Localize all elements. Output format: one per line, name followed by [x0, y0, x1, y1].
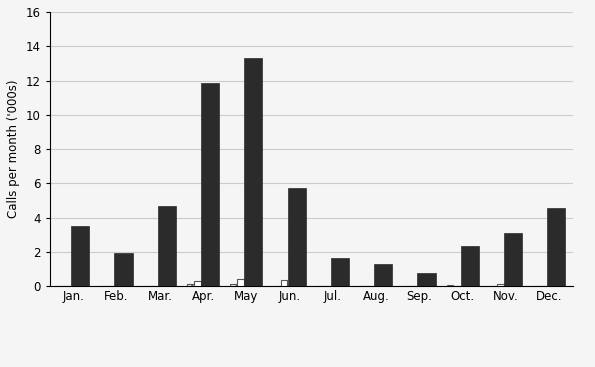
Bar	[331, 258, 349, 286]
Bar	[461, 246, 479, 286]
Bar	[194, 281, 201, 286]
Y-axis label: Calls per month ('000s): Calls per month ('000s)	[7, 80, 20, 218]
Bar	[245, 58, 262, 286]
Bar	[374, 264, 392, 286]
Bar	[187, 284, 193, 286]
Bar	[497, 284, 503, 286]
Bar	[237, 279, 244, 286]
Bar	[287, 188, 306, 286]
Bar	[281, 280, 287, 286]
Bar	[201, 83, 219, 286]
Bar	[418, 273, 436, 286]
Bar	[71, 226, 89, 286]
Bar	[504, 233, 522, 286]
Bar	[158, 206, 176, 286]
Bar	[230, 284, 237, 286]
Bar	[547, 208, 565, 286]
Bar	[114, 253, 133, 286]
